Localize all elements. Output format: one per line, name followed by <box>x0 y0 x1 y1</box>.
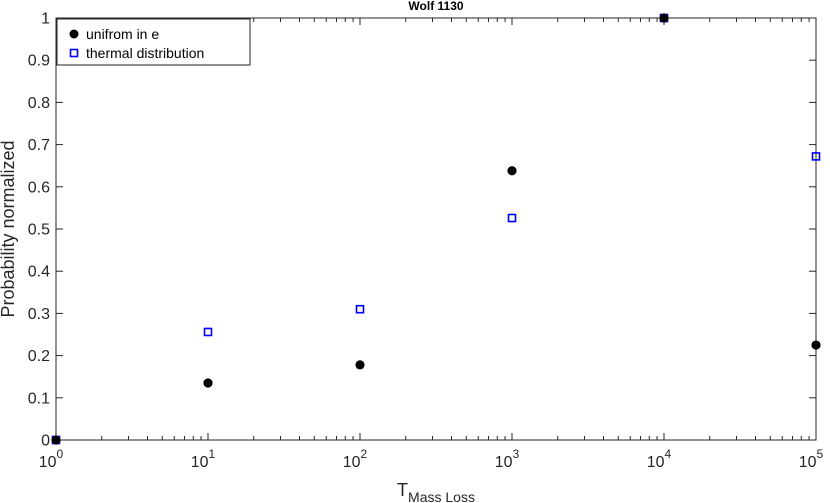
x-axis-title-main: T <box>397 480 408 500</box>
y-axis-title: Probability normalized <box>0 140 18 317</box>
x-tick-label: 105 <box>799 447 824 471</box>
y-tick-label: 0 <box>41 433 50 450</box>
x-tick-label-base: 10 <box>343 454 361 471</box>
y-tick-label: 0.9 <box>28 53 50 70</box>
y-tick-label: 0.6 <box>28 179 50 196</box>
plot-area <box>56 18 816 440</box>
y-tick-label: 0.7 <box>28 137 50 154</box>
x-tick-label: 102 <box>343 447 368 471</box>
point-thermal-distribution <box>355 304 365 314</box>
point-unifrom-in-e <box>659 13 669 23</box>
x-tick-label-base: 10 <box>39 454 57 471</box>
x-tick-label-exponent: 2 <box>361 447 368 461</box>
x-tick-label-base: 10 <box>647 454 665 471</box>
x-tick-label-exponent: 1 <box>209 447 216 461</box>
x-tick-label: 100 <box>39 447 64 471</box>
x-tick-label-exponent: 0 <box>57 447 64 461</box>
y-tick-label: 0.3 <box>28 306 50 323</box>
plot-frame <box>55 17 817 441</box>
point-unifrom-in-e <box>51 435 61 445</box>
x-tick-label-base: 10 <box>799 454 817 471</box>
legend: unifrom in e thermal distribution <box>56 18 251 66</box>
point-thermal-distribution <box>203 327 213 337</box>
x-tick-label-exponent: 3 <box>513 447 520 461</box>
legend-box <box>56 18 251 66</box>
y-tick-label: 0.1 <box>28 390 50 407</box>
y-tick-label: 0.8 <box>28 95 50 112</box>
point-unifrom-in-e <box>203 378 213 388</box>
x-tick-label-base: 10 <box>191 454 209 471</box>
point-thermal-distribution <box>507 213 517 223</box>
chart-title: Wolf 1130 <box>408 0 463 13</box>
legend-label-unifrom: unifrom in e <box>86 26 159 42</box>
legend-marker-unifrom <box>69 29 79 39</box>
y-tick-label: 1 <box>41 11 50 28</box>
x-axis-title-subscript: Mass Loss <box>408 489 475 503</box>
x-tick-label-base: 10 <box>495 454 513 471</box>
legend-label-thermal: thermal distribution <box>86 45 204 61</box>
x-axis-title: TMass Loss <box>397 480 475 503</box>
x-tick-label: 103 <box>495 447 520 471</box>
legend-marker-thermal <box>69 48 79 58</box>
y-tick-label: 0.5 <box>28 222 50 239</box>
point-unifrom-in-e <box>507 166 517 176</box>
x-tick-label: 101 <box>191 447 216 471</box>
x-tick-label: 104 <box>647 447 672 471</box>
point-unifrom-in-e <box>355 360 365 370</box>
point-thermal-distribution <box>811 152 821 161</box>
y-tick-label: 0.4 <box>28 264 50 281</box>
x-tick-label-exponent: 5 <box>817 447 824 461</box>
point-unifrom-in-e <box>811 340 821 350</box>
y-tick-label: 0.2 <box>28 348 50 365</box>
x-tick-label-exponent: 4 <box>665 447 672 461</box>
